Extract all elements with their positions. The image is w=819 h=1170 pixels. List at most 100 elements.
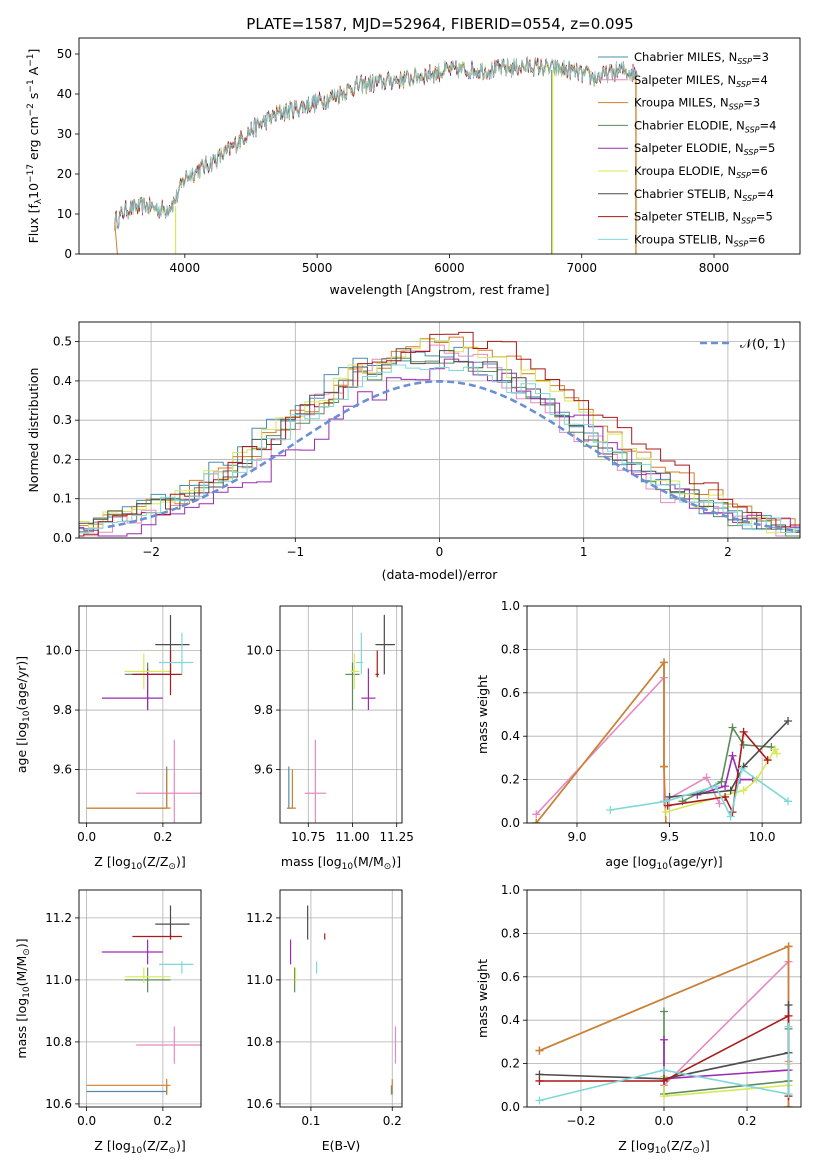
x-tick-label: 0.1: [301, 1114, 320, 1128]
legend-eq: =: [758, 141, 768, 155]
legend-label: Salpeter ELODIE, NSSP=5: [634, 141, 775, 157]
weight-marker: [728, 751, 737, 760]
weight_vs_Z-chart: −0.2 0.0 0.2 0.0 0.2 0.4 0.6 0.8 1.0 Z [log10(Z/Z…: [475, 883, 802, 1156]
histogram-step: [79, 348, 800, 534]
label-subscript: ⊙: [384, 862, 392, 872]
y-tick-label: 9.8: [53, 703, 72, 717]
x-axis-label: mass [log10(M/M⊙)]: [281, 854, 401, 872]
legend-label: Kroupa STELIB, NSSP=6: [634, 232, 765, 248]
label-part: age [log: [14, 722, 29, 773]
x-tick-label: 7000: [566, 261, 597, 275]
weight-marker: [784, 1022, 793, 1031]
axes-frame: [279, 605, 403, 824]
legend-label: 𝒩(0, 1): [740, 336, 786, 351]
label-subscript: 10: [655, 1146, 667, 1156]
x-tick-label: 0.0: [654, 1114, 673, 1128]
label-subscript: ⊙: [692, 1146, 700, 1156]
y-label-part: 10: [26, 183, 41, 199]
legend-nssp-value: 3: [753, 96, 760, 110]
legend-label: Salpeter STELIB, NSSP=5: [634, 210, 773, 226]
legend-nssp-value: 4: [769, 118, 776, 132]
y-tick-label: 40: [57, 87, 72, 101]
axes-frame: [78, 321, 801, 539]
y-tick-label: 11.2: [246, 911, 273, 925]
y-tick-label: 9.6: [53, 762, 72, 776]
label-part: (M/M: [353, 854, 384, 869]
y-label-sup: −2: [26, 103, 36, 116]
legend-nssp-value: 6: [760, 164, 767, 178]
y-tick-label: 9.6: [254, 762, 273, 776]
weight-marker: [784, 1011, 793, 1020]
residuals-chart: −2 −1 0 1 2 0.0 0.1 0.2 0.3 0.4 0.5 𝒩(0, 1) (data-mo…: [26, 321, 801, 582]
weight-marker: [784, 1001, 793, 1010]
y-tick-label: 10.0: [246, 644, 273, 658]
y-tick-label: 0.6: [501, 970, 520, 984]
legend-series-name: Kroupa STELIB: [634, 232, 718, 246]
y-tick-label: 50: [57, 47, 72, 61]
weight-marker: [606, 805, 615, 814]
label-subscript: ⊙: [168, 1146, 176, 1156]
legend-eq: =: [751, 164, 761, 178]
legend-label: Chabrier STELIB, NSSP=4: [634, 187, 774, 203]
y-label-sup: −17: [26, 164, 36, 183]
label-part: (Z/Z: [666, 1138, 692, 1153]
x-tick-label: 0.2: [737, 1114, 756, 1128]
x-tick-label: −1: [286, 545, 304, 559]
label-part: Z [log: [94, 1138, 130, 1153]
x-tick-label: −2: [142, 545, 160, 559]
spectrum-line: [114, 57, 638, 229]
y-tick-label: 0.6: [501, 686, 520, 700]
legend-nssp-sub: SSP: [742, 194, 757, 203]
weight-marker: [739, 727, 748, 736]
y-tick-label: 10.8: [45, 1035, 72, 1049]
x-tick-label: 0.2: [153, 1114, 172, 1128]
x-tick-label: 10.0: [749, 830, 776, 844]
label-part: )]: [14, 938, 29, 948]
label-part: )]: [700, 1138, 710, 1153]
x-axis-label: Z [log10(Z/Z⊙)]: [94, 854, 185, 872]
spectrum-line: [114, 57, 638, 230]
weight-marker: [660, 1092, 668, 1101]
label-part: mass [log: [14, 998, 29, 1059]
weight-line: [535, 660, 667, 823]
weight_vs_age-marks: [532, 658, 793, 823]
legend-nssp-sub: SSP: [736, 171, 751, 180]
y-tick-label: 0.2: [53, 452, 72, 466]
weight-marker: [660, 1066, 668, 1075]
weight-marker: [702, 773, 711, 782]
axes-frame: [78, 605, 202, 824]
legend-label: Kroupa MILES, NSSP=3: [634, 96, 760, 112]
y-tick-label: 0.5: [53, 335, 72, 349]
weight-marker: [717, 777, 726, 786]
axes-frame: [526, 605, 802, 824]
weight-marker: [532, 819, 541, 823]
y-label-sup: −1: [26, 54, 36, 67]
x-tick-label: 9.5: [660, 830, 679, 844]
age_vs_mass-chart: 10.75 11.00 11.25 9.6 9.8 10.0 mass [log10(M/M…: [246, 605, 414, 872]
histogram-step: [79, 364, 800, 534]
axes-frame: [526, 889, 802, 1108]
weight-marker: [726, 786, 735, 795]
x-axis-label: Z [log10(Z/Z⊙)]: [94, 1138, 185, 1156]
legend-series-name: Salpeter STELIB: [634, 210, 725, 224]
y-axis-label: Normed distribution: [26, 368, 41, 493]
axes-frame: [78, 37, 801, 255]
weight-marker: [784, 717, 793, 726]
weight-marker: [663, 801, 672, 810]
y-tick-label: 0.2: [501, 773, 520, 787]
legend-eq: =: [752, 50, 762, 64]
weight-marker: [661, 808, 670, 817]
legend-nssp-prefix: , N: [718, 232, 734, 246]
legend-eq: =: [756, 210, 766, 224]
age_vs_Z-chart: 0.0 0.29.69.810.0Z [log10(Z/Z⊙)]age [log1…: [14, 605, 202, 872]
weight-marker: [784, 1089, 793, 1098]
y-tick-label: 0.8: [501, 926, 520, 940]
weight-marker: [739, 740, 748, 749]
legend-nssp-prefix: , N: [726, 187, 742, 201]
x-tick-label: 11.25: [380, 830, 414, 844]
x-axis-label: (data-model)/error: [382, 567, 499, 582]
x-axis-label: age [log10(age/yr)]: [605, 854, 722, 872]
axes-frame: [78, 889, 202, 1108]
histogram-step: [79, 357, 800, 537]
normal-curve: [107, 379, 800, 533]
